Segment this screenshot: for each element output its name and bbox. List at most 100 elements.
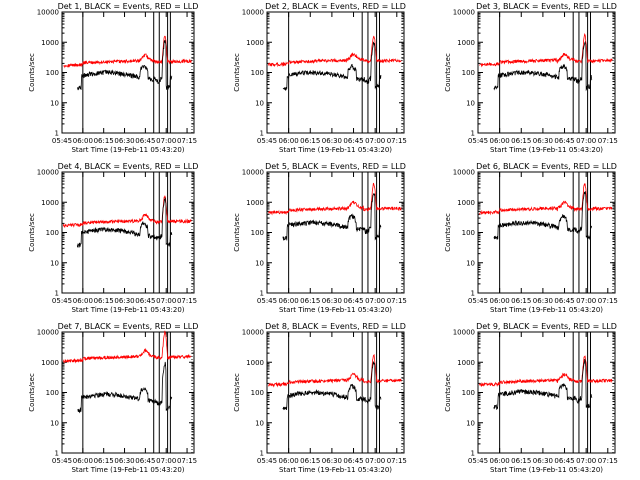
panel-3: Det 3, BLACK = Events, RED = LLD 1 10 100 10…: [444, 2, 618, 154]
x-tick-label: 06:45: [343, 457, 363, 465]
plot-frame: [477, 171, 616, 294]
x-tick-label: 06:15: [94, 297, 114, 305]
series-events-line: [493, 40, 593, 92]
x-axis-label: Start Time (19-Feb-11 05:43:20): [490, 146, 603, 154]
series-lld-line: [63, 35, 192, 69]
y-tick-label: 10000: [37, 329, 59, 337]
x-tick-label: 07:00: [365, 137, 385, 145]
y-tick-label: 1000: [457, 199, 475, 207]
y-tick-label: 10000: [37, 9, 59, 17]
x-tick-label: 06:15: [300, 137, 320, 145]
panel-6: Det 6, BLACK = Events, RED = LLD 1 10 100 10…: [444, 162, 618, 314]
y-tick-label: 10: [466, 259, 475, 267]
x-tick-label: 05:45: [468, 137, 488, 145]
x-tick-label: 06:30: [533, 137, 553, 145]
y-tick-label: 10: [50, 259, 59, 267]
y-tick-label: 10000: [453, 9, 475, 17]
y-tick-label: 1: [55, 290, 59, 298]
x-tick-label: 06:00: [490, 457, 510, 465]
x-tick-label: 07:00: [156, 297, 176, 305]
x-axis-label: Start Time (19-Feb-11 05:43:20): [71, 306, 184, 314]
panel-title: Det 3, BLACK = Events, RED = LLD: [476, 2, 617, 11]
y-tick-label: 1000: [246, 199, 264, 207]
y-tick-label: 10: [50, 419, 59, 427]
y-tick-label: 100: [251, 389, 264, 397]
x-tick-label: 06:00: [490, 137, 510, 145]
y-tick-label: 10000: [242, 169, 264, 177]
x-tick-label: 06:15: [511, 297, 531, 305]
x-tick-label: 06:30: [114, 457, 134, 465]
panel-4: Det 4, BLACK = Events, RED = LLD 1 10 100 10…: [28, 162, 198, 314]
panel-8: Det 8, BLACK = Events, RED = LLD 1 10 100 10…: [233, 322, 407, 474]
series-lld-line: [479, 355, 613, 387]
y-tick-label: 10: [50, 99, 59, 107]
y-tick-label: 1000: [457, 359, 475, 367]
y-axis-label: Counts/sec: [28, 53, 36, 92]
x-tick-label: 06:30: [533, 457, 553, 465]
y-tick-label: 100: [462, 69, 475, 77]
x-tick-label: 07:15: [387, 297, 407, 305]
x-tick-label: 06:45: [135, 297, 155, 305]
x-tick-label: 07:00: [576, 297, 596, 305]
x-tick-label: 06:00: [279, 137, 299, 145]
x-axis-label: Start Time (19-Feb-11 05:43:20): [279, 146, 392, 154]
x-tick-label: 06:00: [279, 297, 299, 305]
x-tick-label: 06:45: [554, 137, 574, 145]
y-tick-label: 10: [255, 259, 264, 267]
y-tick-label: 10000: [242, 329, 264, 337]
x-tick-label: 06:30: [114, 297, 134, 305]
y-tick-label: 1000: [41, 359, 59, 367]
y-axis-label: Counts/sec: [444, 213, 452, 252]
y-tick-label: 10000: [242, 9, 264, 17]
x-tick-label: 07:00: [365, 457, 385, 465]
x-axis-label: Start Time (19-Feb-11 05:43:20): [279, 306, 392, 314]
x-axis-label: Start Time (19-Feb-11 05:43:20): [71, 146, 184, 154]
series-events-line: [493, 358, 593, 410]
y-tick-label: 10: [466, 99, 475, 107]
y-tick-label: 1: [55, 130, 59, 138]
x-tick-label: 07:00: [576, 137, 596, 145]
series-lld-line: [63, 330, 192, 364]
panel-5: Det 5, BLACK = Events, RED = LLD 1 10 100 10…: [233, 162, 407, 314]
series-events-line: [77, 361, 173, 414]
y-tick-label: 1000: [457, 39, 475, 47]
x-tick-label: 07:00: [576, 457, 596, 465]
x-tick-label: 06:00: [490, 297, 510, 305]
x-tick-label: 06:30: [322, 297, 342, 305]
x-axis-label: Start Time (19-Feb-11 05:43:20): [490, 306, 603, 314]
y-tick-label: 10000: [453, 329, 475, 337]
x-tick-label: 07:15: [177, 297, 197, 305]
x-tick-label: 05:45: [52, 297, 72, 305]
panel-1: Det 1, BLACK = Events, RED = LLD 1 10 100 10…: [28, 2, 198, 154]
plot-frame: [266, 11, 405, 134]
x-tick-label: 06:15: [300, 457, 320, 465]
x-tick-label: 07:00: [365, 297, 385, 305]
x-tick-label: 06:30: [322, 457, 342, 465]
y-axis-label: Counts/sec: [444, 53, 452, 92]
y-axis-label: Counts/sec: [233, 213, 241, 252]
series-lld-line: [479, 33, 613, 68]
x-tick-label: 05:45: [257, 457, 277, 465]
x-tick-label: 06:30: [322, 137, 342, 145]
panel-title: Det 1, BLACK = Events, RED = LLD: [58, 2, 199, 11]
series-events-line: [76, 197, 173, 248]
x-tick-label: 07:00: [156, 457, 176, 465]
panel-title: Det 8, BLACK = Events, RED = LLD: [265, 322, 406, 331]
y-tick-label: 100: [46, 229, 59, 237]
y-tick-label: 10: [466, 419, 475, 427]
x-tick-label: 05:45: [52, 137, 72, 145]
y-tick-label: 100: [251, 229, 264, 237]
x-tick-label: 06:45: [135, 137, 155, 145]
y-tick-label: 10000: [37, 169, 59, 177]
panel-9: Det 9, BLACK = Events, RED = LLD 1 10 100 10…: [444, 322, 618, 474]
y-tick-label: 1000: [246, 359, 264, 367]
y-tick-label: 1: [471, 290, 475, 298]
x-tick-label: 06:30: [533, 297, 553, 305]
x-tick-label: 06:45: [554, 297, 574, 305]
y-axis-label: Counts/sec: [444, 373, 452, 412]
x-tick-label: 06:15: [511, 457, 531, 465]
x-tick-label: 06:00: [279, 457, 299, 465]
y-tick-label: 1: [55, 450, 59, 458]
series-events-line: [76, 39, 173, 91]
series-events-line: [493, 191, 593, 241]
